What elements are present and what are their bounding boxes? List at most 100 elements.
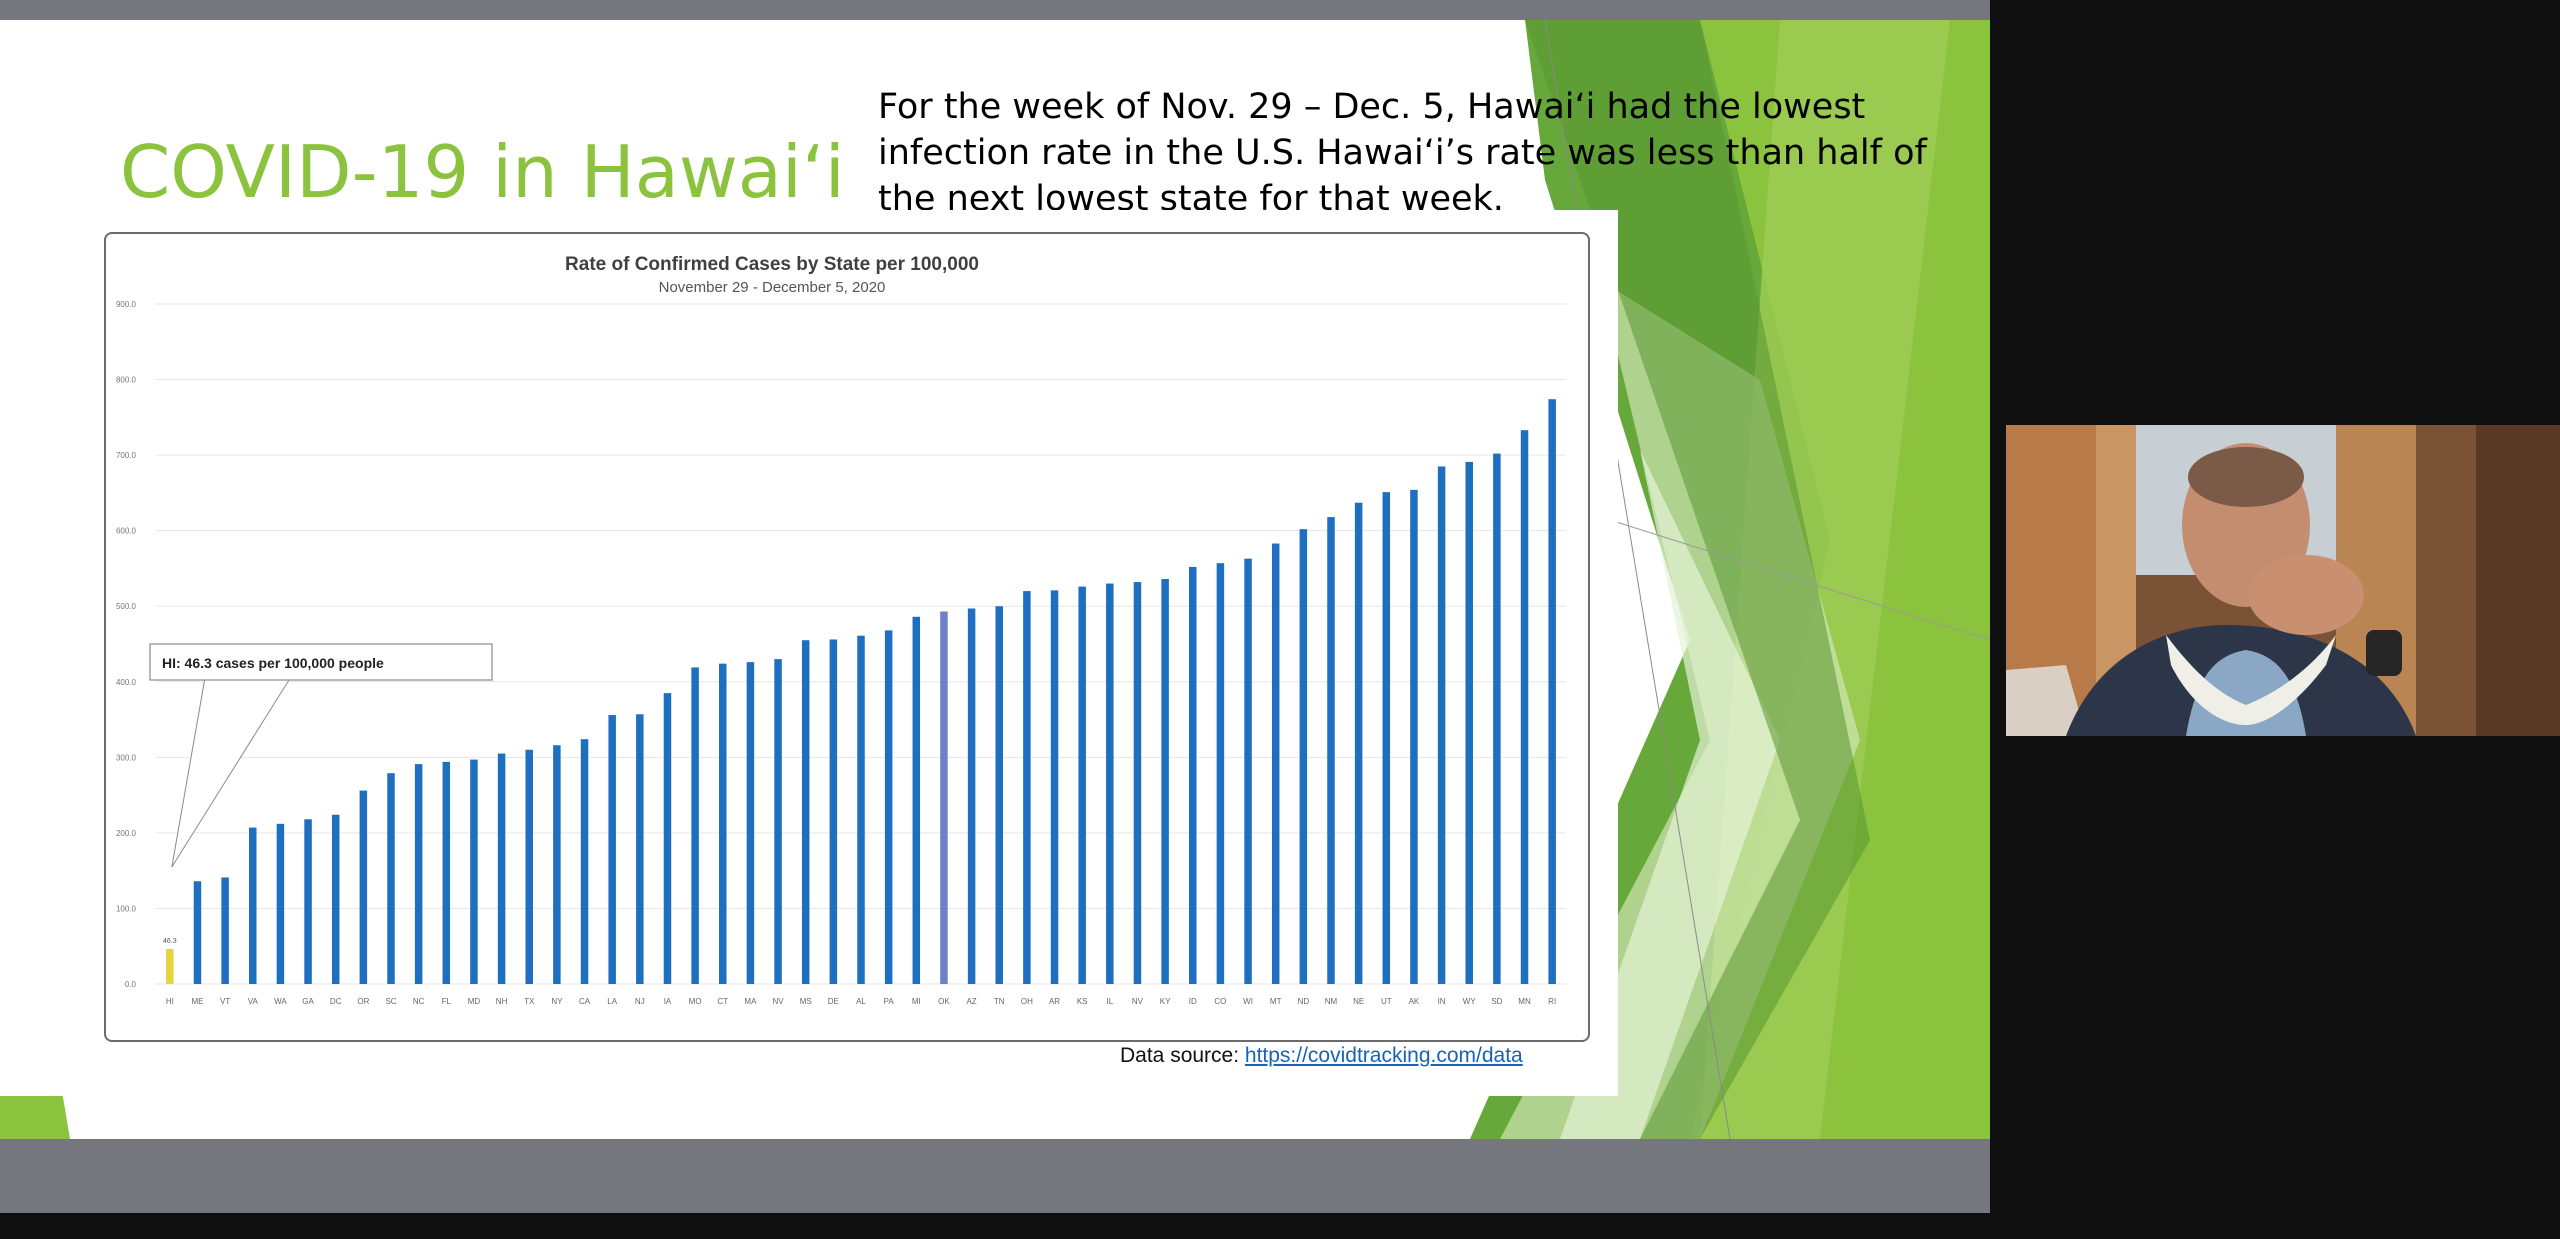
bar-tx [525, 749, 533, 984]
x-tick-label: FL [442, 997, 452, 1006]
data-label-hawaii: 46.3 [163, 938, 177, 945]
x-tick-label: NV [772, 997, 784, 1006]
chart-subtitle: November 29 - December 5, 2020 [659, 279, 886, 296]
bar-mo [691, 667, 699, 984]
bar-mn [1520, 430, 1529, 984]
bar-vt [221, 877, 229, 984]
bar-ks [1078, 586, 1086, 984]
x-tick-label: MT [1270, 997, 1282, 1006]
x-tick-label: IN [1438, 997, 1446, 1006]
bar-wi [1244, 558, 1252, 984]
bar-va [249, 827, 257, 984]
slide-body-text: For the week of Nov. 29 – Dec. 5, Hawai‘… [878, 87, 1927, 219]
bar-ar [1050, 590, 1059, 984]
bar-wa [276, 823, 285, 984]
x-tick-label: AK [1409, 997, 1420, 1006]
y-tick-label: 800.0 [116, 376, 137, 385]
x-tick-label: VA [248, 997, 259, 1006]
data-source-label: Data source: [1120, 1044, 1240, 1067]
bar-me [193, 881, 202, 984]
x-tick-label: SC [385, 997, 396, 1006]
bar-chart: Rate of Confirmed Cases by State per 100… [104, 232, 1590, 1042]
x-tick-label: MD [468, 997, 481, 1006]
x-tick-label: ID [1189, 997, 1197, 1006]
x-tick-label: NV [1132, 997, 1144, 1006]
annotation-box [149, 643, 493, 681]
x-tick-label: DC [330, 997, 342, 1006]
x-tick-label: KS [1077, 997, 1088, 1006]
x-tick-label: GA [302, 997, 314, 1006]
bar-nv [1133, 582, 1142, 984]
x-tick-label: RI [1548, 997, 1556, 1006]
x-tick-label: AL [856, 997, 866, 1006]
bar-mi [912, 616, 921, 984]
x-tick-label: NJ [635, 997, 645, 1006]
bar-ne [1354, 502, 1363, 984]
bar-wy [1465, 461, 1473, 984]
x-tick-label: MI [912, 997, 921, 1006]
x-tick-label: MA [744, 997, 757, 1006]
x-tick-label: WI [1243, 997, 1253, 1006]
bar-ma [746, 662, 755, 984]
bar-md [470, 759, 478, 984]
x-tick-label: IL [1106, 997, 1113, 1006]
x-tick-label: HI [166, 997, 174, 1006]
x-tick-label: MN [1518, 997, 1531, 1006]
x-tick-label: VT [220, 997, 230, 1006]
y-tick-label: 600.0 [116, 527, 137, 536]
y-tick-label: 500.0 [116, 602, 137, 611]
y-tick-label: 0.0 [125, 980, 137, 989]
chart-title: Rate of Confirmed Cases by State per 100… [565, 254, 979, 275]
data-source-link[interactable]: https://covidtracking.com/data [1244, 1044, 1523, 1067]
x-tick-label: UT [1381, 997, 1392, 1006]
y-tick-label: 300.0 [116, 753, 137, 762]
bar-ri [1548, 399, 1556, 984]
bar-fl [442, 761, 451, 984]
x-tick-label: WY [1463, 997, 1477, 1006]
bar-sd [1493, 453, 1501, 985]
bar-oh [1023, 591, 1031, 984]
annotation-text: HI: 46.3 cases per 100,000 people [162, 655, 384, 671]
bar-chart-svg: Rate of Confirmed Cases by State per 100… [116, 254, 1566, 1006]
bar-in [1437, 466, 1446, 984]
participant-video-tile[interactable] [2006, 425, 2560, 736]
bar-ok [940, 611, 948, 984]
bar-az [967, 608, 976, 984]
bar-co [1216, 563, 1225, 984]
bar-nv [774, 659, 782, 984]
x-tick-label: NM [1325, 997, 1338, 1006]
x-tick-label: MS [800, 997, 812, 1006]
y-tick-label: 900.0 [116, 300, 137, 309]
bar-nh [497, 753, 506, 984]
x-tick-label: CT [717, 997, 728, 1006]
bar-ca [580, 739, 589, 984]
x-tick-label: KY [1160, 997, 1171, 1006]
x-tick-label: WA [274, 997, 287, 1006]
x-tick-label: OK [938, 997, 950, 1006]
x-tick-label: NY [551, 997, 563, 1006]
bar-il [1106, 583, 1114, 984]
window-top-bar [0, 0, 1990, 20]
x-tick-label: TX [524, 997, 535, 1006]
bar-hi [166, 949, 174, 984]
x-tick-label: LA [607, 997, 617, 1006]
bar-nm [1327, 517, 1335, 984]
x-tick-label: MO [689, 997, 702, 1006]
participant-video-image [2006, 425, 2560, 736]
x-tick-label: NC [413, 997, 425, 1006]
y-tick-label: 100.0 [116, 904, 137, 913]
slide-title: COVID-19 in Hawai‘i [120, 130, 845, 214]
bar-ms [801, 640, 810, 984]
window-bottom-bar [0, 1139, 1990, 1213]
x-tick-label: ND [1298, 997, 1310, 1006]
x-tick-label: OH [1021, 997, 1033, 1006]
bar-sc [387, 773, 395, 984]
bar-la [608, 715, 616, 984]
x-tick-label: NE [1353, 997, 1364, 1006]
bar-ky [1161, 579, 1169, 984]
bar-id [1189, 566, 1197, 984]
bar-ny [553, 745, 561, 984]
x-tick-label: TN [994, 997, 1005, 1006]
x-tick-label: SD [1491, 997, 1502, 1006]
bar-or [359, 790, 368, 984]
